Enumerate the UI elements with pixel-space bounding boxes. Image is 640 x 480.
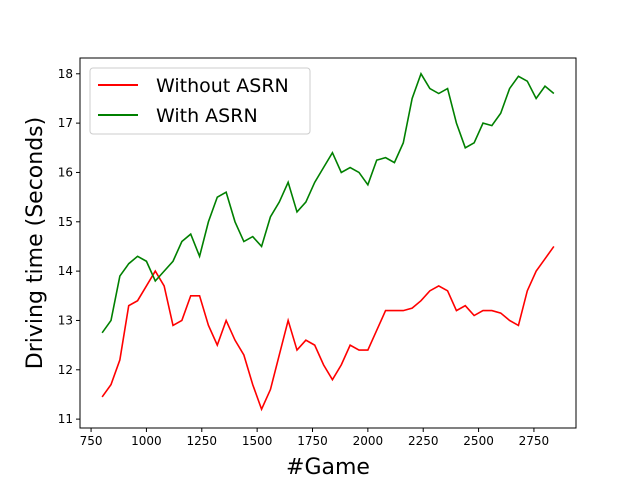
- y-tick-label: 15: [58, 215, 73, 229]
- x-tick-label: 2250: [408, 434, 439, 448]
- x-tick-label: 1750: [297, 434, 328, 448]
- y-tick-label: 11: [58, 412, 73, 426]
- data-line: [101, 245, 555, 412]
- x-tick-label: 2750: [519, 434, 550, 448]
- legend-label: With ASRN: [156, 105, 258, 127]
- legend-box: [89, 67, 311, 135]
- x-axis-label: #Game: [286, 455, 370, 480]
- x-tick-label: 750: [80, 434, 103, 448]
- x-tick-label: 2000: [353, 434, 384, 448]
- x-tick-label: 1000: [131, 434, 162, 448]
- plot-frame: [79, 57, 577, 429]
- x-tick-label: 1250: [187, 434, 218, 448]
- data-line: [101, 71, 555, 334]
- y-tick-label: 18: [58, 67, 73, 81]
- x-tick-label: 2500: [463, 434, 494, 448]
- y-tick-label: 12: [58, 363, 73, 377]
- y-tick-label: 16: [58, 165, 73, 179]
- y-tick-label: 14: [58, 264, 73, 278]
- legend-label: Without ASRN: [156, 75, 289, 97]
- x-tick-label: 1500: [242, 434, 273, 448]
- y-tick-label: 13: [58, 313, 73, 327]
- y-tick-label: 17: [58, 116, 73, 130]
- y-axis-label: Driving time (Seconds): [23, 117, 48, 369]
